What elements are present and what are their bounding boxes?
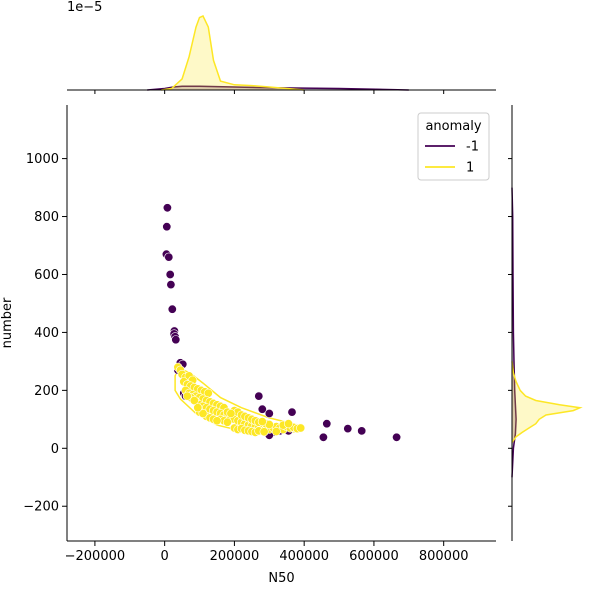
- right-kde-line-1: [511, 361, 583, 443]
- y-tick-label: 600: [34, 268, 59, 283]
- scatter-point: [166, 280, 176, 290]
- x-tick-label: 800000: [419, 549, 469, 564]
- scatter-point: [189, 395, 199, 405]
- scatter-point: [318, 432, 328, 442]
- x-tick-label: 0: [161, 549, 169, 564]
- scatter-point: [226, 408, 236, 418]
- main-plot: −200000 0 200000 400000 600000 800000 −200 0 200…: [0, 105, 496, 586]
- scatter-point: [182, 391, 192, 401]
- scatter-point: [283, 419, 293, 429]
- x-tick-label: 200000: [210, 549, 260, 564]
- right-marginal-kde: [508, 105, 583, 541]
- legend-entry-label: 1: [466, 161, 474, 176]
- scatter-point: [254, 391, 264, 401]
- y-tick-label: 1000: [26, 152, 59, 167]
- scatter-point: [165, 269, 175, 279]
- scatter-point: [296, 423, 306, 433]
- y-tick-label: 400: [34, 326, 59, 341]
- scatter-point: [357, 426, 367, 436]
- y-tick-label: 200: [34, 384, 59, 399]
- scatter-point: [212, 416, 222, 426]
- x-tick-label: 400000: [279, 549, 329, 564]
- x-axis-title: N50: [268, 571, 294, 586]
- y-tick-label: −200: [23, 500, 59, 515]
- top-marginal-kde: 1e−5: [67, 0, 496, 94]
- top-marginal-offset-label: 1e−5: [67, 0, 102, 15]
- scatter-point: [287, 407, 297, 417]
- top-kde-line-1: [161, 15, 305, 91]
- scatter-point: [164, 252, 174, 262]
- y-axis-title: number: [0, 297, 15, 348]
- scatter-point: [264, 408, 274, 418]
- legend-title: anomaly: [425, 119, 481, 134]
- scatter-point: [162, 203, 172, 213]
- y-tick-label: 800: [34, 210, 59, 225]
- scatter-series-1: [173, 362, 306, 437]
- scatter-point: [259, 427, 269, 437]
- top-kde-fill-1: [161, 16, 305, 90]
- scatter-point: [198, 408, 208, 418]
- scatter-point: [162, 222, 172, 232]
- scatter-point: [193, 403, 203, 413]
- legend: anomaly -1 1: [417, 112, 490, 181]
- x-tick-label: 600000: [349, 549, 399, 564]
- y-tick-label: 0: [51, 442, 59, 457]
- scatter-point: [257, 404, 267, 414]
- scatter-point: [392, 432, 402, 442]
- right-kde-fill-1: [512, 361, 580, 443]
- scatter-point: [271, 426, 281, 436]
- scatter-point: [257, 417, 267, 427]
- scatter-point: [222, 417, 232, 427]
- top-kde-line-0: [147, 85, 409, 91]
- scatter-point: [167, 304, 177, 314]
- x-tick-label: −200000: [65, 549, 126, 564]
- scatter-point: [171, 335, 181, 345]
- legend-entry-label: -1: [466, 140, 479, 155]
- scatter-point: [343, 424, 353, 434]
- scatter-point: [322, 419, 332, 429]
